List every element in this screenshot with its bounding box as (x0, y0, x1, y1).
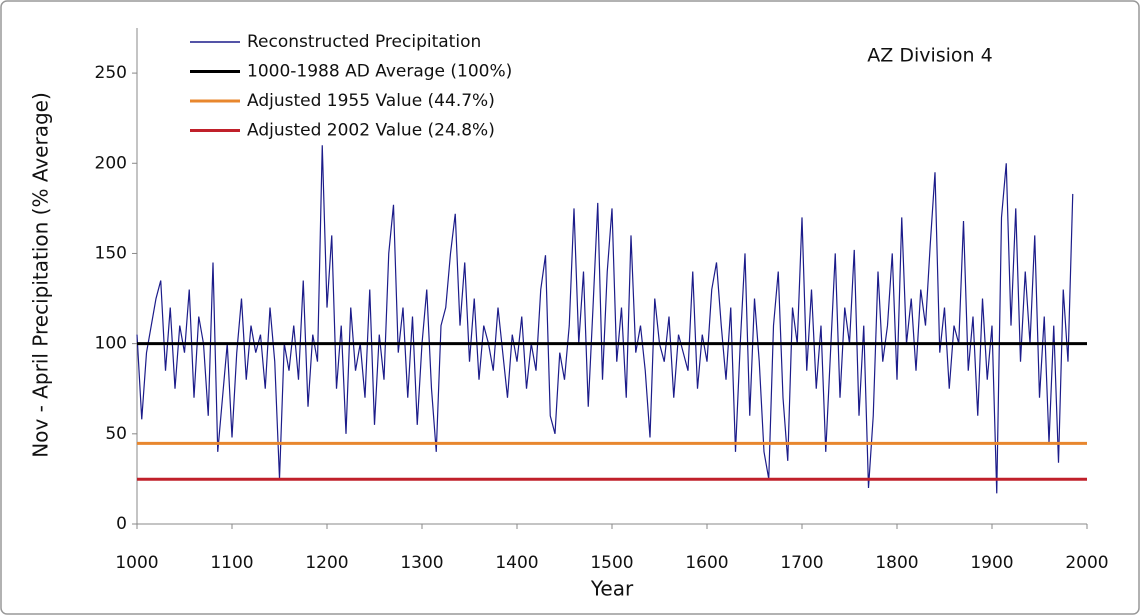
x-tick-label: 1300 (400, 553, 443, 573)
legend-label: Adjusted 1955 Value (44.7%) (247, 91, 495, 111)
x-tick-label: 1200 (305, 553, 348, 573)
y-tick-label: 200 (95, 153, 127, 173)
y-tick-label: 0 (116, 514, 127, 534)
x-tick-label: 1600 (685, 553, 728, 573)
x-tick-label: 1800 (875, 553, 918, 573)
x-tick-label: 1500 (590, 553, 633, 573)
x-tick-label: 1700 (780, 553, 823, 573)
x-axis-title: Year (590, 577, 634, 601)
y-tick-label: 150 (95, 243, 127, 263)
y-tick-label: 50 (105, 424, 127, 444)
legend-label: Adjusted 2002 Value (24.8%) (247, 121, 495, 141)
x-tick-label: 2000 (1065, 553, 1108, 573)
x-tick-label: 1100 (210, 553, 253, 573)
y-axis-title: Nov - April Precipitation (% Average) (29, 92, 53, 458)
x-tick-label: 1900 (970, 553, 1013, 573)
legend-label: Reconstructed Precipitation (247, 32, 481, 52)
legend-label: 1000-1988 AD Average (100%) (247, 62, 512, 82)
y-tick-label: 250 (95, 63, 127, 83)
y-tick-label: 100 (95, 334, 127, 354)
x-tick-label: 1400 (495, 553, 538, 573)
annotation: AZ Division 4 (867, 45, 992, 67)
data-line (136, 145, 1074, 494)
x-tick-label: 1000 (115, 553, 158, 573)
